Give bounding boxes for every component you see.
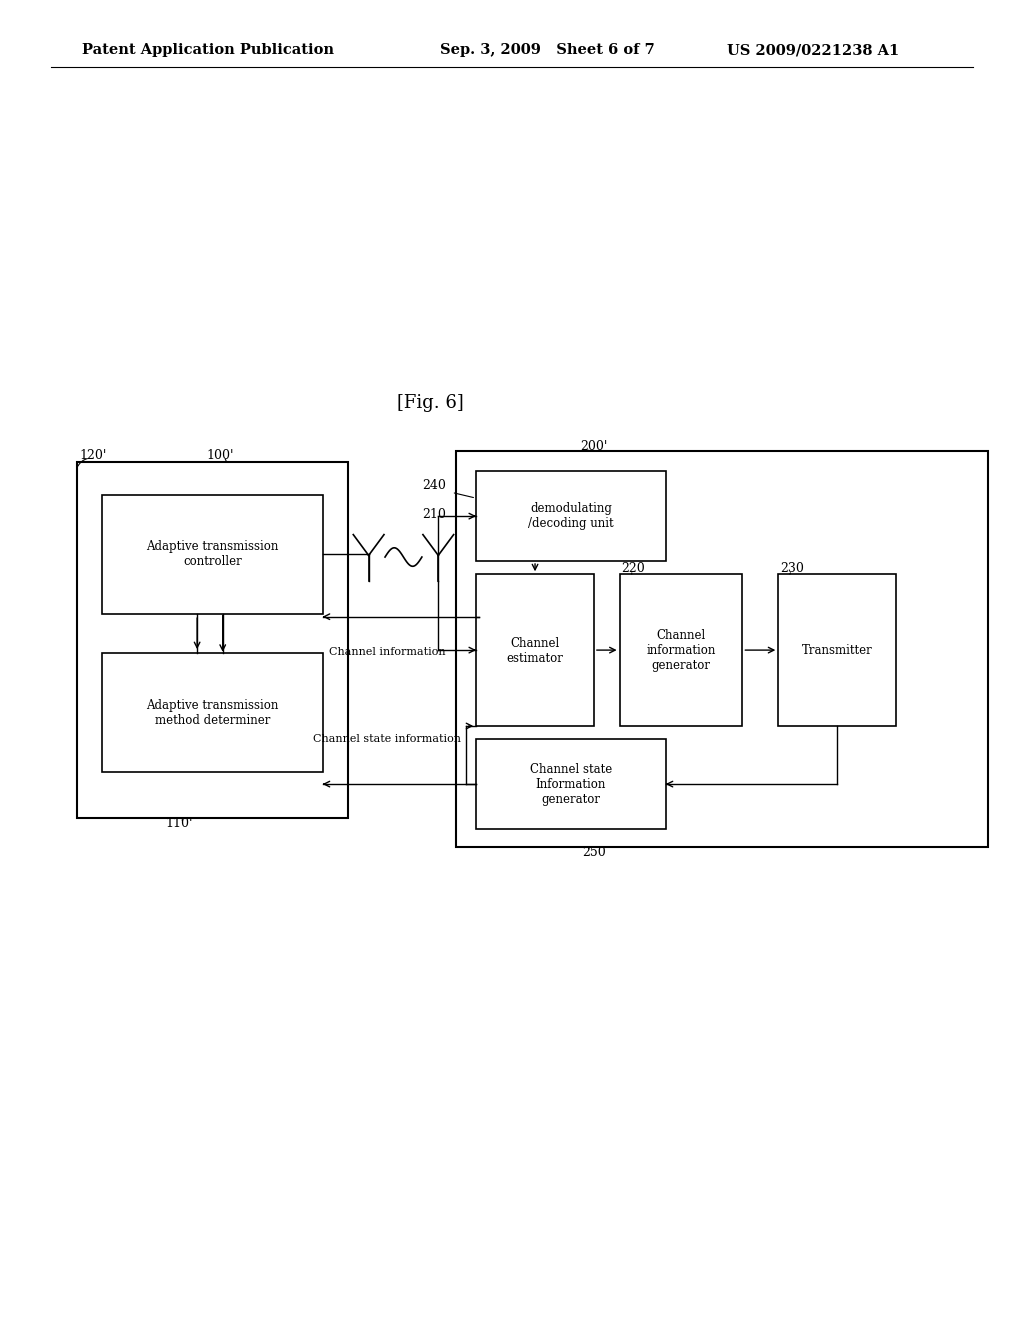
Text: Channel state
Information
generator: Channel state Information generator <box>529 763 612 805</box>
Text: 240: 240 <box>423 479 446 492</box>
Bar <box>476 574 594 726</box>
Text: Patent Application Publication: Patent Application Publication <box>82 44 334 57</box>
Text: US 2009/0221238 A1: US 2009/0221238 A1 <box>727 44 899 57</box>
Text: Channel
information
generator: Channel information generator <box>646 630 716 672</box>
Bar <box>102 495 323 614</box>
Text: demodulating
/decoding unit: demodulating /decoding unit <box>528 502 613 531</box>
Text: 250: 250 <box>582 846 606 859</box>
Text: 100': 100' <box>207 449 233 462</box>
Bar <box>77 462 348 818</box>
Bar <box>778 574 896 726</box>
Text: 120': 120' <box>80 449 108 462</box>
Text: Sep. 3, 2009   Sheet 6 of 7: Sep. 3, 2009 Sheet 6 of 7 <box>440 44 655 57</box>
Text: Transmitter: Transmitter <box>802 644 872 657</box>
Text: 220: 220 <box>622 562 645 576</box>
Bar <box>476 739 666 829</box>
Bar <box>476 471 666 561</box>
Bar <box>102 653 323 772</box>
Text: 200': 200' <box>581 440 607 453</box>
Bar <box>456 451 988 847</box>
Text: [Fig. 6]: [Fig. 6] <box>396 393 464 412</box>
Text: 210: 210 <box>423 508 446 521</box>
Bar <box>620 574 742 726</box>
Text: Adaptive transmission
method determiner: Adaptive transmission method determiner <box>146 698 279 727</box>
Text: 110': 110' <box>166 817 193 830</box>
Text: 230: 230 <box>780 562 804 576</box>
Text: Channel state information: Channel state information <box>313 734 461 744</box>
Text: Channel
estimator: Channel estimator <box>507 636 563 665</box>
Text: Adaptive transmission
controller: Adaptive transmission controller <box>146 540 279 569</box>
Text: Channel information: Channel information <box>329 647 445 657</box>
